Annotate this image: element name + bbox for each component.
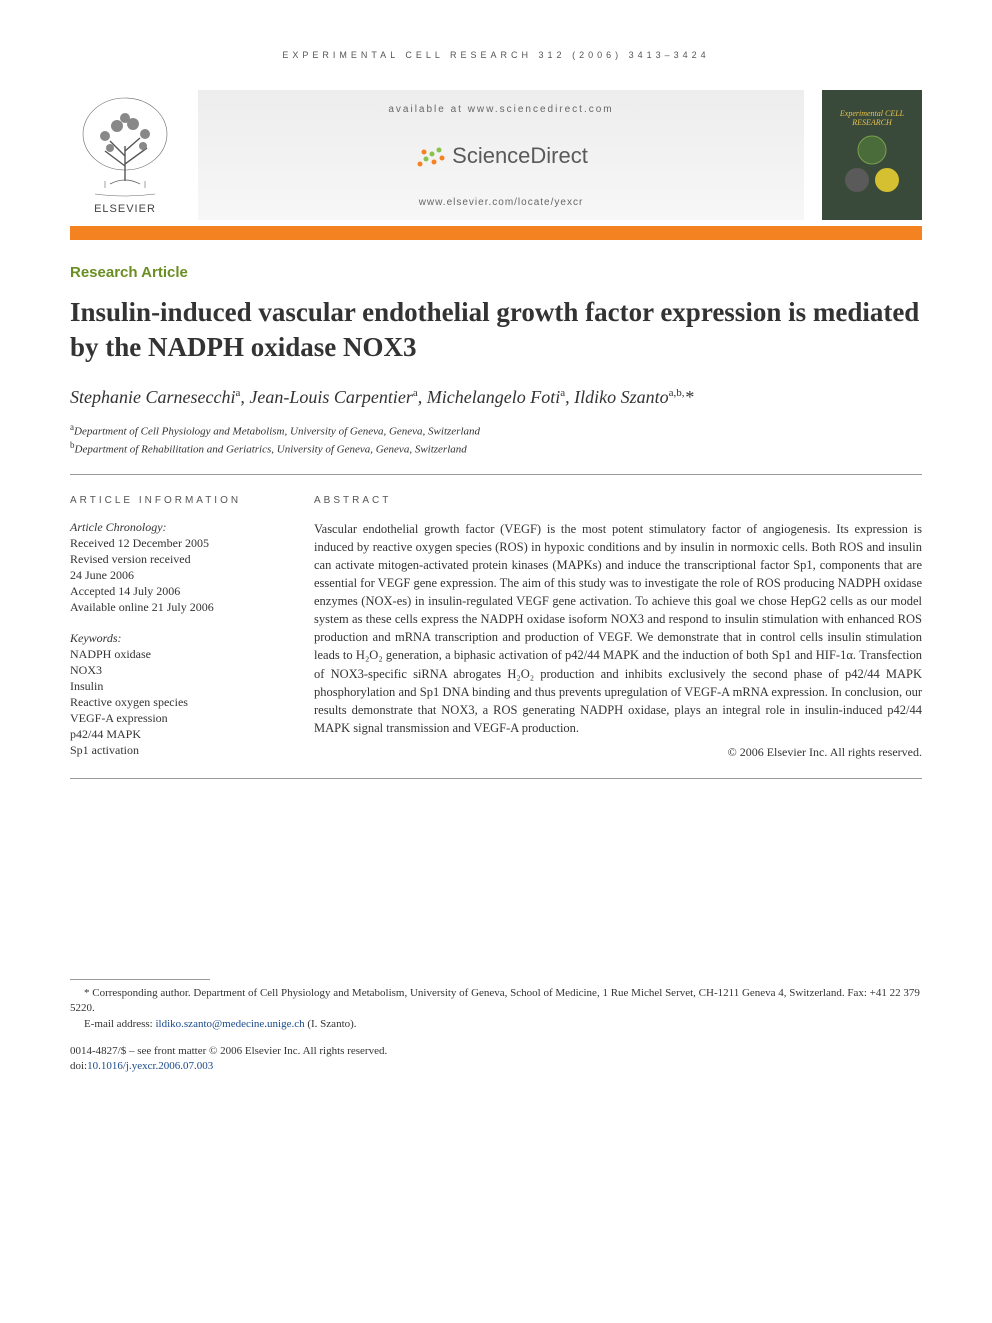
keyword-item: Insulin — [70, 679, 280, 694]
header-banner: ELSEVIER available at www.sciencedirect.… — [70, 90, 922, 220]
doi-label: doi: — [70, 1060, 87, 1072]
publisher-name: ELSEVIER — [94, 203, 156, 215]
keyword-item: Reactive oxygen species — [70, 695, 280, 710]
chronology-item: Available online 21 July 2006 — [70, 600, 280, 615]
email-suffix: (I. Szanto). — [307, 1018, 356, 1030]
chronology-item: Revised version received — [70, 552, 280, 567]
affiliation: aDepartment of Cell Physiology and Metab… — [70, 422, 922, 438]
accent-bar — [70, 226, 922, 240]
corresponding-email-link[interactable]: ildiko.szanto@medecine.unige.ch — [155, 1018, 304, 1030]
journal-cover-thumb: Experimental CELL RESEARCH — [822, 90, 922, 220]
abstract-text: Vascular endothelial growth factor (VEGF… — [314, 520, 922, 738]
article-title: Insulin-induced vascular endothelial gro… — [70, 295, 922, 365]
sciencedirect-panel: available at www.sciencedirect.com Scien… — [198, 90, 804, 220]
footnote-rule — [70, 979, 210, 980]
sd-swoosh-icon — [414, 142, 446, 170]
article-info-heading: ARTICLE INFORMATION — [70, 495, 280, 506]
keyword-item: NOX3 — [70, 663, 280, 678]
article-info-column: ARTICLE INFORMATION Article Chronology: … — [70, 495, 280, 761]
keyword-item: p42/44 MAPK — [70, 727, 280, 742]
corresponding-author-footnote: * Corresponding author. Department of Ce… — [70, 986, 922, 1032]
doi-link[interactable]: 10.1016/j.yexcr.2006.07.003 — [87, 1060, 213, 1072]
abstract-copyright: © 2006 Elsevier Inc. All rights reserved… — [314, 745, 922, 760]
keyword-item: NADPH oxidase — [70, 647, 280, 662]
cover-art-icon — [832, 125, 912, 205]
sciencedirect-text: ScienceDirect — [452, 143, 588, 169]
article-type-label: Research Article — [70, 264, 922, 281]
section-divider-bottom — [70, 778, 922, 779]
affiliation: bDepartment of Rehabilitation and Geriat… — [70, 440, 922, 456]
journal-locate-url: www.elsevier.com/locate/yexcr — [208, 197, 794, 208]
chronology-label: Article Chronology: — [70, 520, 280, 535]
email-label: E-mail address: — [84, 1018, 153, 1030]
front-matter-line: 0014-4827/$ – see front matter © 2006 El… — [70, 1044, 922, 1059]
keyword-item: Sp1 activation — [70, 743, 280, 758]
section-divider — [70, 474, 922, 475]
elsevier-tree-icon — [75, 96, 175, 201]
sciencedirect-logo: ScienceDirect — [208, 142, 794, 170]
keyword-item: VEGF-A expression — [70, 711, 280, 726]
author-list: Stephanie Carnesecchia, Jean-Louis Carpe… — [70, 387, 922, 408]
running-head: EXPERIMENTAL CELL RESEARCH 312 (2006) 34… — [70, 50, 922, 60]
abstract-column: ABSTRACT Vascular endothelial growth fac… — [314, 495, 922, 761]
available-at-text: available at www.sciencedirect.com — [208, 104, 794, 115]
doi-block: 0014-4827/$ – see front matter © 2006 El… — [70, 1044, 922, 1074]
chronology-item: Received 12 December 2005 — [70, 536, 280, 551]
abstract-heading: ABSTRACT — [314, 495, 922, 506]
corresponding-text: * Corresponding author. Department of Ce… — [70, 986, 922, 1017]
keywords-label: Keywords: — [70, 631, 280, 646]
publisher-logo: ELSEVIER — [70, 90, 180, 220]
chronology-item: Accepted 14 July 2006 — [70, 584, 280, 599]
journal-cover-title: Experimental CELL RESEARCH — [822, 110, 922, 128]
chronology-item: 24 June 2006 — [70, 568, 280, 583]
